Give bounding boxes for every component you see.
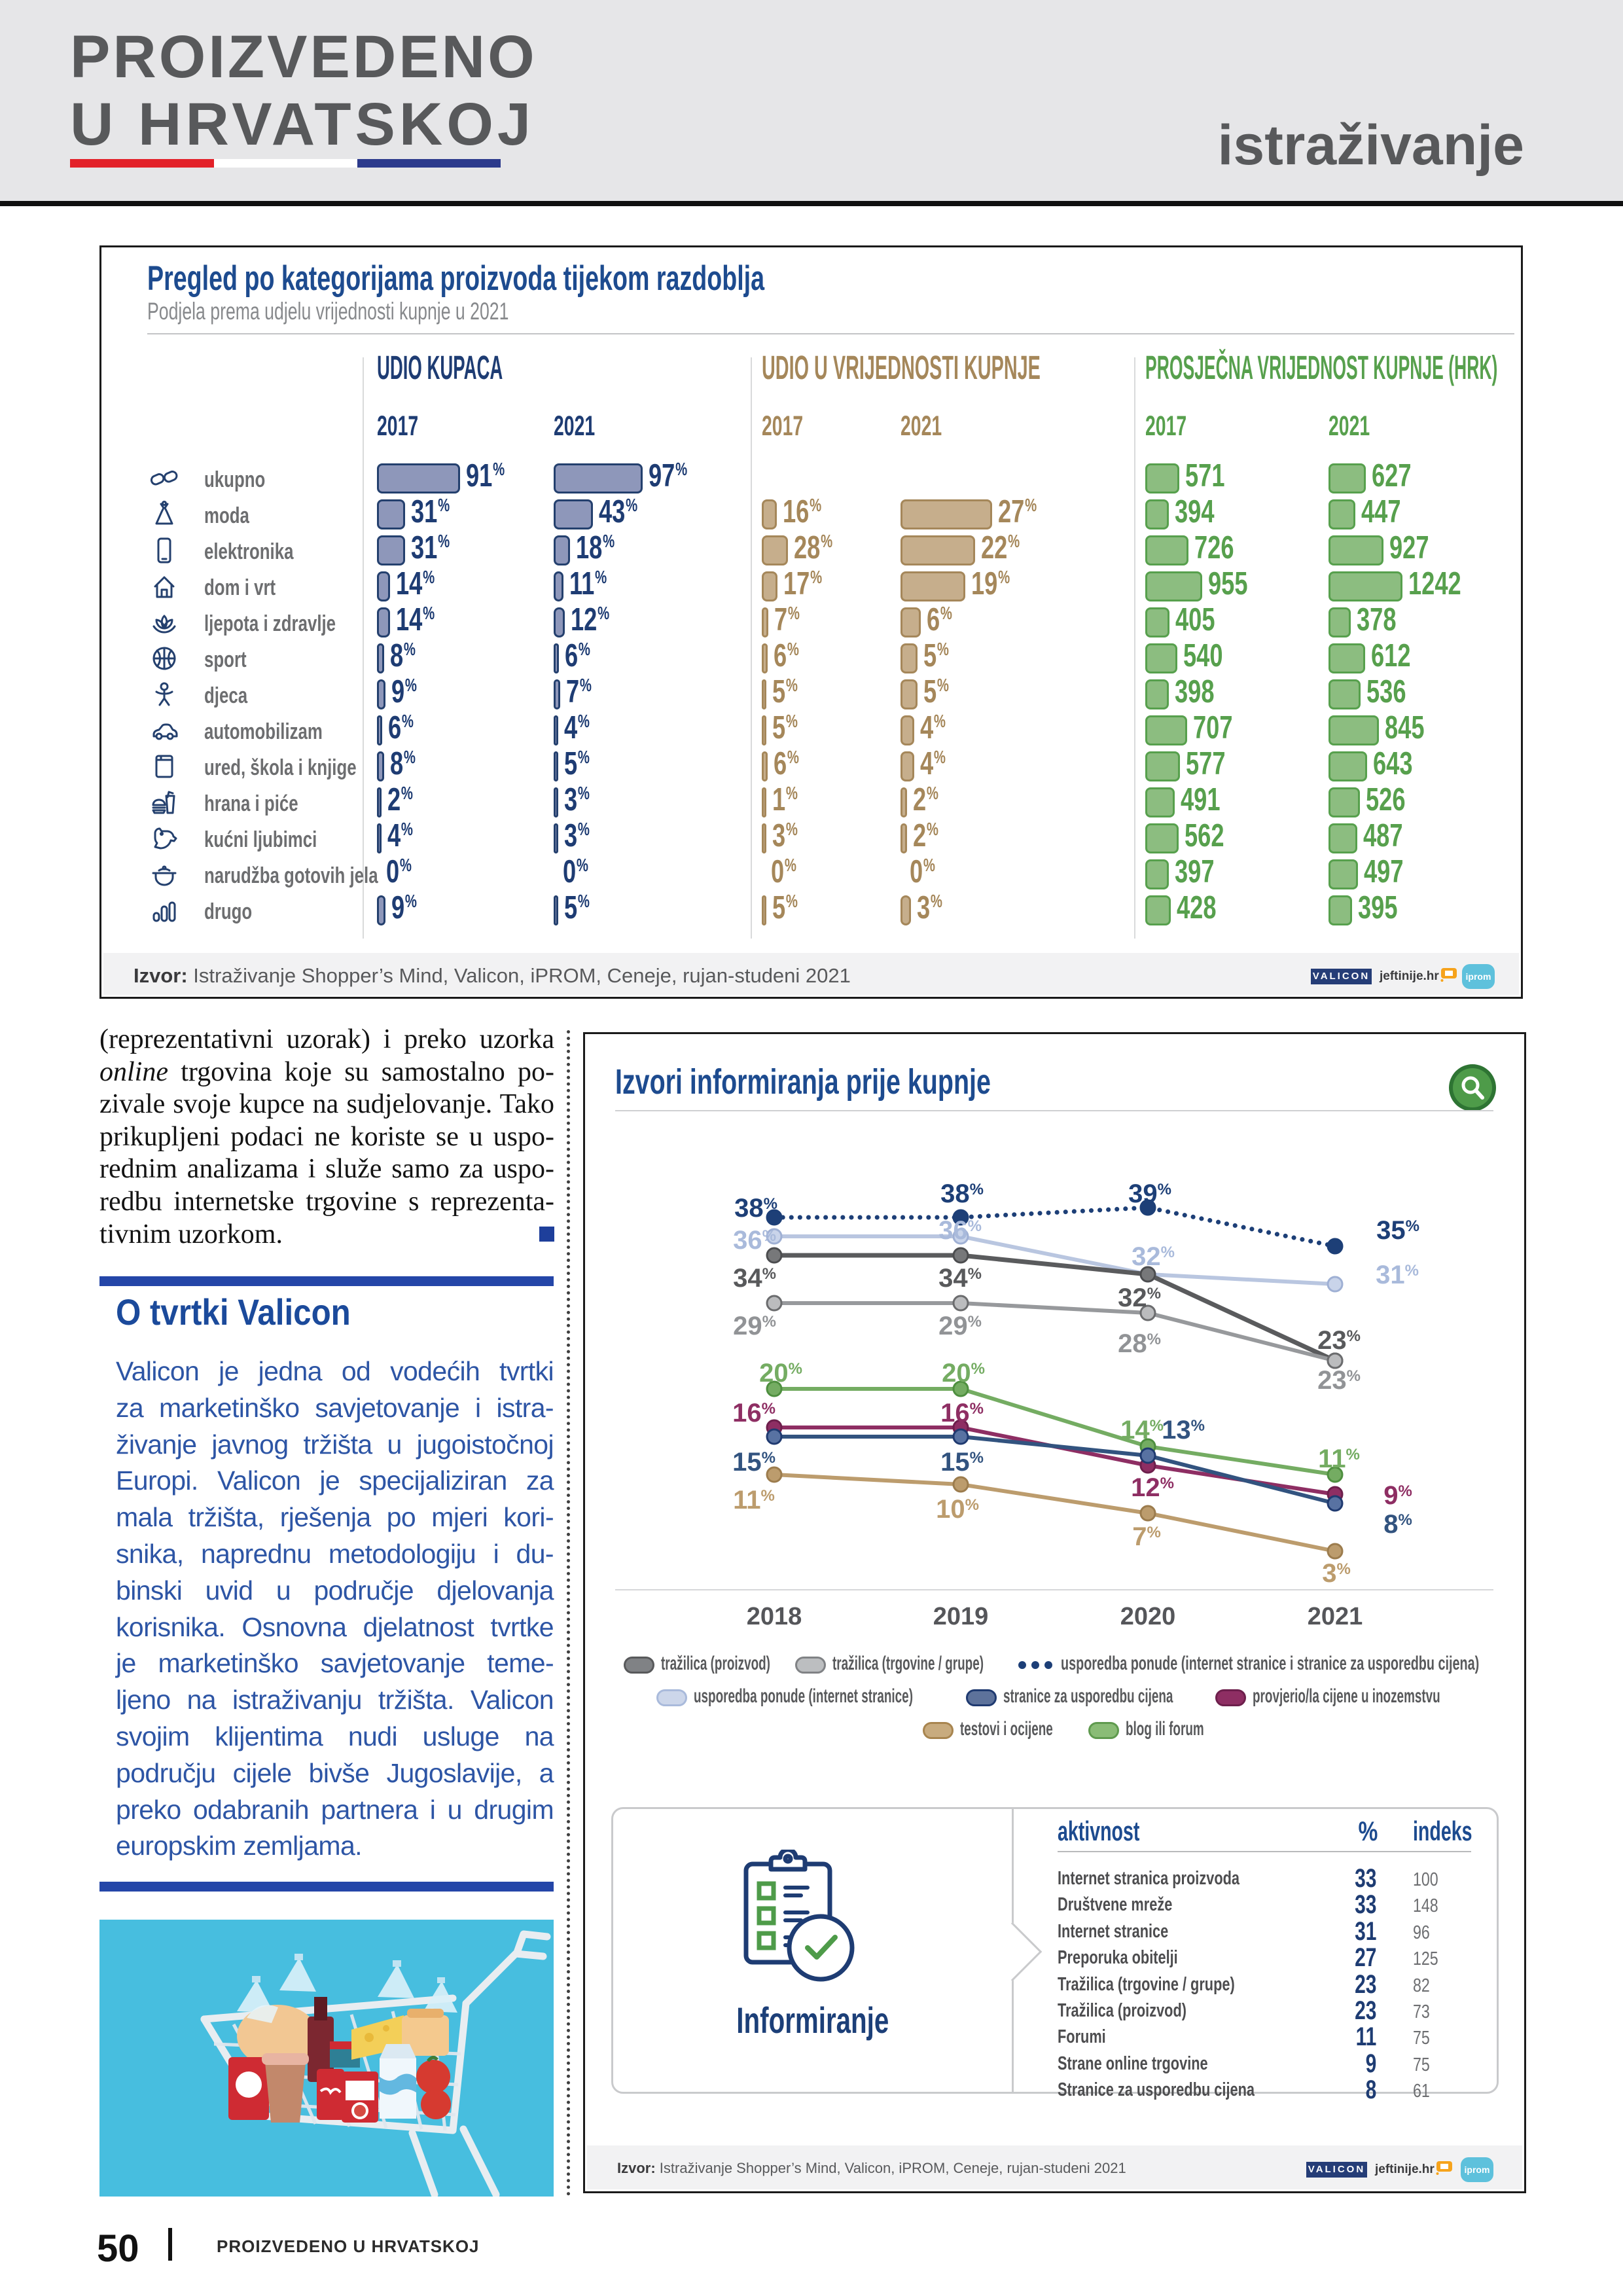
- svg-text:2021: 2021: [1308, 1603, 1363, 1630]
- svg-text:38%: 38%: [940, 1179, 984, 1208]
- svg-text:32%: 32%: [1132, 1242, 1175, 1271]
- svg-text:34%: 34%: [938, 1264, 982, 1293]
- svg-text:2019: 2019: [933, 1603, 989, 1630]
- svg-text:13%: 13%: [1162, 1416, 1205, 1444]
- svg-text:31%: 31%: [1376, 1261, 1419, 1289]
- svg-text:23%: 23%: [1317, 1326, 1361, 1355]
- svg-text:2020: 2020: [1120, 1603, 1176, 1630]
- svg-text:11%: 11%: [1318, 1444, 1360, 1473]
- svg-text:39%: 39%: [1128, 1179, 1171, 1208]
- svg-text:32%: 32%: [1118, 1283, 1161, 1312]
- svg-text:35%: 35%: [1376, 1216, 1419, 1245]
- svg-text:14%: 14%: [1120, 1416, 1164, 1444]
- svg-text:29%: 29%: [733, 1312, 776, 1340]
- svg-text:7%: 7%: [1132, 1522, 1161, 1551]
- svg-text:2018: 2018: [747, 1603, 802, 1630]
- svg-text:8%: 8%: [1383, 1510, 1412, 1539]
- svg-text:3%: 3%: [1322, 1559, 1351, 1588]
- svg-text:10%: 10%: [936, 1495, 979, 1524]
- svg-text:11%: 11%: [733, 1486, 775, 1515]
- svg-text:34%: 34%: [733, 1264, 776, 1293]
- svg-text:23%: 23%: [1317, 1366, 1361, 1395]
- svg-text:29%: 29%: [938, 1312, 982, 1340]
- svg-text:16%: 16%: [940, 1399, 984, 1427]
- svg-text:12%: 12%: [1131, 1473, 1174, 1502]
- svg-text:28%: 28%: [1118, 1329, 1161, 1358]
- svg-text:15%: 15%: [940, 1448, 984, 1477]
- svg-text:20%: 20%: [759, 1359, 802, 1388]
- svg-text:9%: 9%: [1383, 1481, 1412, 1510]
- svg-text:20%: 20%: [942, 1359, 985, 1388]
